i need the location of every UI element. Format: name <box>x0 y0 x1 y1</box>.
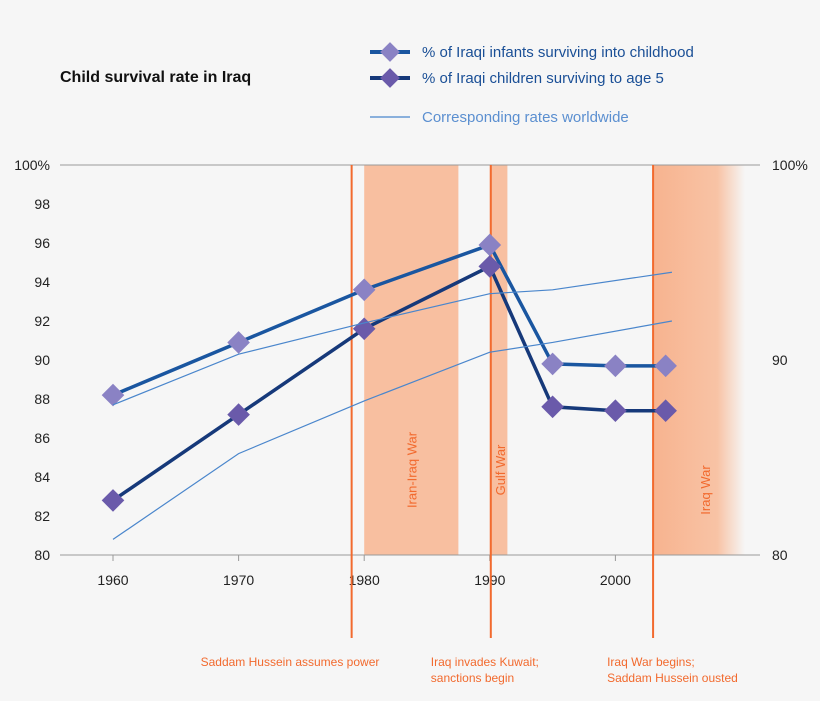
y-tick-label: 96 <box>34 235 50 251</box>
event-label: Saddam Hussein assumes power <box>201 655 380 669</box>
chart-title: Child survival rate in Iraq <box>60 69 251 86</box>
legend-label: % of Iraqi infants surviving into childh… <box>422 44 694 61</box>
period-label: Iraq War <box>698 465 713 515</box>
data-point <box>604 399 627 423</box>
y-tick-label: 84 <box>34 469 50 485</box>
period-band <box>364 165 459 555</box>
x-tick-label: 1970 <box>223 572 254 588</box>
data-point <box>227 331 250 354</box>
y-tick-label: 82 <box>34 508 50 524</box>
data-point <box>101 383 125 407</box>
data-point <box>352 317 376 341</box>
y-tick-label: 94 <box>34 274 50 290</box>
period-band <box>489 165 508 555</box>
x-tick-label: 1980 <box>349 572 380 588</box>
data-point <box>541 352 564 376</box>
event-label: Iraq War begins; <box>607 655 695 669</box>
y-tick-label-right: 90 <box>772 352 788 368</box>
data-point <box>541 395 564 419</box>
data-point <box>352 278 376 302</box>
period-label: Gulf War <box>493 444 508 495</box>
x-tick-label: 1960 <box>97 572 128 588</box>
y-tick-label: 98 <box>34 196 50 212</box>
legend-marker <box>380 68 400 88</box>
data-point <box>478 255 502 278</box>
legend-label: % of Iraqi children surviving to age 5 <box>422 70 664 87</box>
y-tick-label: 86 <box>34 430 50 446</box>
legend-label: Corresponding rates worldwide <box>422 109 629 126</box>
y-tick-label: 80 <box>34 547 50 563</box>
data-point <box>227 403 250 426</box>
data-point <box>604 354 627 378</box>
y-tick-label: 100% <box>14 157 50 173</box>
y-tick-label-right: 80 <box>772 547 788 563</box>
data-point <box>654 399 677 423</box>
y-tick-label: 90 <box>34 352 50 368</box>
event-label: sanctions begin <box>431 671 514 685</box>
x-tick-label: 2000 <box>600 572 631 588</box>
event-label: Saddam Hussein ousted <box>607 671 738 685</box>
y-tick-label: 88 <box>34 391 50 407</box>
event-label: Iraq invades Kuwait; <box>431 655 539 669</box>
data-point <box>654 354 677 378</box>
y-tick-label-right: 100% <box>772 157 808 173</box>
series-line <box>112 271 673 406</box>
legend-marker <box>380 42 400 62</box>
data-point <box>101 489 125 512</box>
period-label: Iran-Iraq War <box>404 431 419 508</box>
series-line <box>112 320 673 540</box>
y-tick-label: 92 <box>34 313 50 329</box>
